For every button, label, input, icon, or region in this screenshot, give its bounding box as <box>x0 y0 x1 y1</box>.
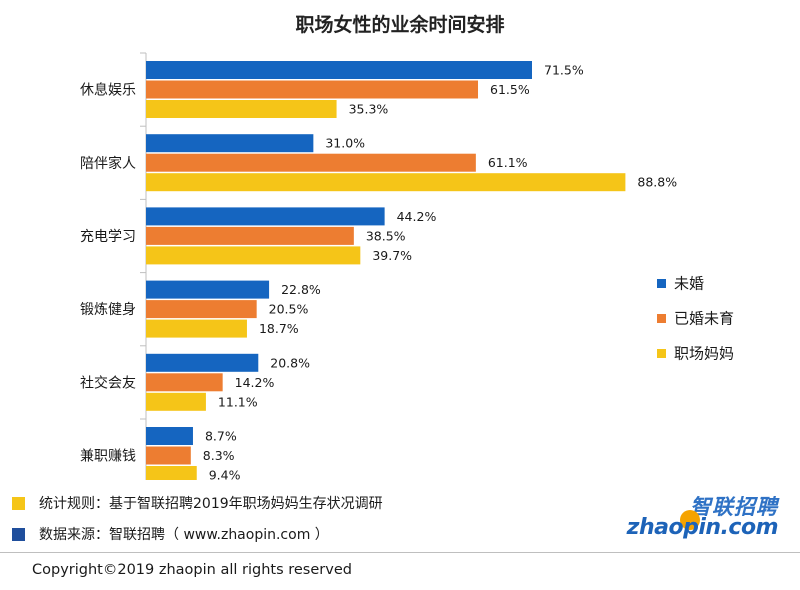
legend-swatch <box>657 314 666 323</box>
category-label: 锻炼健身 <box>80 302 136 318</box>
legend-label: 已婚未育 <box>674 310 734 328</box>
data-label: 71.5% <box>544 63 584 78</box>
data-label: 61.1% <box>488 155 528 170</box>
data-label: 39.7% <box>372 248 412 263</box>
bar <box>146 246 361 265</box>
bar <box>146 226 354 245</box>
data-label: 38.5% <box>366 228 406 243</box>
legend-swatch <box>657 279 666 288</box>
category-label: 陪伴家人 <box>80 155 136 172</box>
data-label: 18.7% <box>259 321 299 336</box>
bar-chart: 休息娱乐 71.5% 61.5% 35.3% 陪伴家人 31.0% 61.1% 88.8% 充电… <box>80 52 734 481</box>
chart-title: 职场女性的业余时间安排 <box>295 14 505 36</box>
copyright-text: Copyright©2019 zhaopin all rights reserv… <box>32 562 352 578</box>
data-label: 9.4% <box>209 468 241 481</box>
data-label: 11.1% <box>218 394 258 409</box>
footnote-rule: 统计规则：基于智联招聘2019年职场妈妈生存状况调研 <box>12 493 383 513</box>
footer-divider <box>0 552 800 553</box>
footnote-source: 数据来源：智联招聘（ www.zhaopin.com ） <box>12 524 329 544</box>
bar <box>146 373 223 392</box>
bar <box>146 466 197 480</box>
bar <box>146 61 532 79</box>
legend-label: 未婚 <box>674 275 704 293</box>
bar <box>146 173 626 192</box>
bar <box>146 353 259 372</box>
data-label: 35.3% <box>349 102 389 117</box>
data-label: 20.8% <box>270 355 310 370</box>
logo-english-text: zhaopin.com <box>626 515 779 540</box>
legend-swatch <box>657 349 666 358</box>
bar <box>146 427 193 445</box>
data-label: 61.5% <box>490 82 530 97</box>
category-label: 充电学习 <box>80 229 136 245</box>
bar <box>146 392 206 411</box>
data-label: 8.3% <box>203 448 235 463</box>
zhaopin-logo: 智联招聘 zhaopin.com <box>626 491 788 546</box>
bar <box>146 280 270 299</box>
footnote-rule-text: 统计规则：基于智联招聘2019年职场妈妈生存状况调研 <box>39 496 383 512</box>
bar <box>146 207 385 226</box>
category-label: 休息娱乐 <box>80 82 136 99</box>
data-label: 88.8% <box>637 175 677 190</box>
footnote-source-marker <box>12 527 25 541</box>
logo-chinese-text: 智联招聘 <box>690 495 778 519</box>
data-label: 14.2% <box>235 375 275 390</box>
data-label: 20.5% <box>269 302 309 317</box>
data-label: 31.0% <box>325 136 365 151</box>
footnote-source-text: 数据来源：智联招聘（ www.zhaopin.com ） <box>39 527 329 543</box>
bar <box>146 153 476 172</box>
bar <box>146 319 247 338</box>
footnote-rule-marker <box>12 496 25 510</box>
category-label: 兼职赚钱 <box>80 449 136 465</box>
data-label: 22.8% <box>281 282 321 297</box>
bar <box>146 80 479 99</box>
logo-dot-icon <box>680 510 700 530</box>
legend-label: 职场妈妈 <box>674 345 734 363</box>
bar <box>146 134 314 153</box>
data-label: 44.2% <box>397 209 437 224</box>
bar <box>146 446 191 465</box>
bar <box>146 300 257 319</box>
category-label: 社交会友 <box>80 374 136 391</box>
data-label: 8.7% <box>205 429 237 444</box>
bar <box>146 100 337 118</box>
